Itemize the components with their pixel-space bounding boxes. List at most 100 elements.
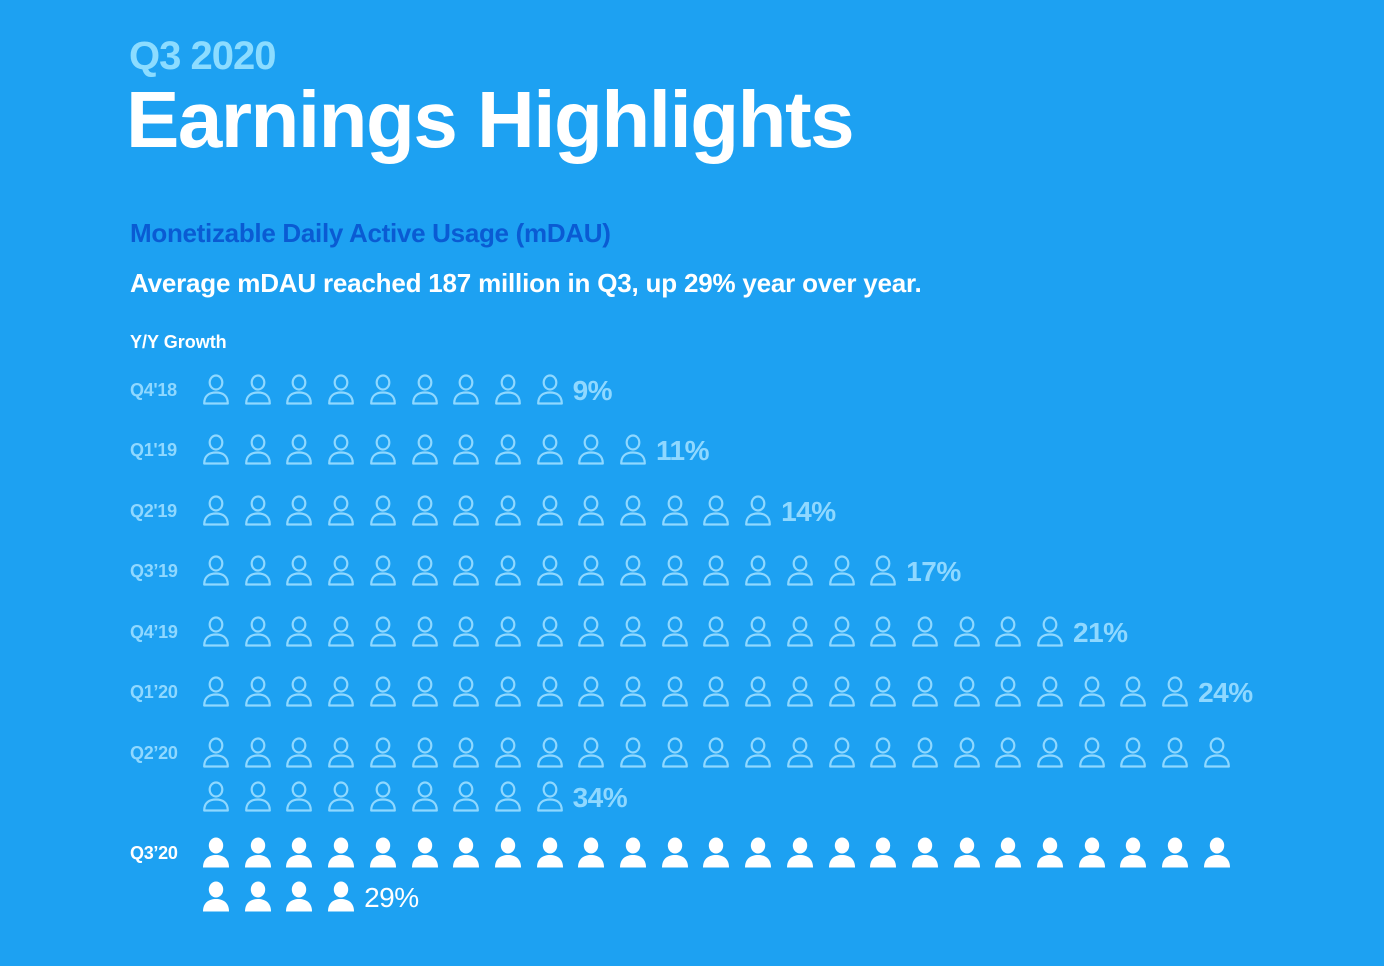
person-outline-icon xyxy=(619,495,647,527)
person-outline-icon xyxy=(1078,676,1106,708)
person-outline-icon xyxy=(619,616,647,648)
person-outline-icon xyxy=(244,676,272,708)
person-outline-icon xyxy=(619,555,647,587)
headline: Average mDAU reached 187 million in Q3, … xyxy=(130,268,922,298)
person-outline-icon xyxy=(536,737,564,769)
person-outline-icon xyxy=(661,676,689,708)
person-outline-icon xyxy=(828,616,856,648)
person-outline-icon xyxy=(828,555,856,587)
person-outline-icon xyxy=(786,555,814,587)
person-outline-icon xyxy=(953,616,981,648)
person-outline-icon xyxy=(369,434,397,466)
person-filled-icon xyxy=(619,837,647,869)
person-filled-icon xyxy=(202,881,230,913)
person-outline-icon xyxy=(536,781,564,813)
person-outline-icon xyxy=(452,434,480,466)
person-outline-icon xyxy=(494,781,522,813)
person-outline-icon xyxy=(494,616,522,648)
person-filled-icon xyxy=(994,837,1022,869)
person-outline-icon xyxy=(327,495,355,527)
person-outline-icon xyxy=(327,555,355,587)
row-label: Q1'19 xyxy=(130,440,177,460)
person-outline-icon xyxy=(869,616,897,648)
person-outline-icon xyxy=(244,555,272,587)
person-outline-icon xyxy=(244,374,272,406)
person-outline-icon xyxy=(285,495,313,527)
person-outline-icon xyxy=(285,555,313,587)
person-outline-icon xyxy=(411,676,439,708)
person-outline-icon xyxy=(536,616,564,648)
person-outline-icon xyxy=(244,434,272,466)
growth-value: 29% xyxy=(364,882,419,913)
person-outline-icon xyxy=(202,676,230,708)
person-outline-icon xyxy=(702,616,730,648)
person-outline-icon xyxy=(536,374,564,406)
person-outline-icon xyxy=(411,737,439,769)
person-outline-icon xyxy=(994,737,1022,769)
person-outline-icon xyxy=(244,781,272,813)
person-filled-icon xyxy=(327,881,355,913)
person-outline-icon xyxy=(202,374,230,406)
person-outline-icon xyxy=(411,616,439,648)
person-outline-icon xyxy=(285,434,313,466)
person-outline-icon xyxy=(702,676,730,708)
person-outline-icon xyxy=(369,781,397,813)
person-outline-icon xyxy=(702,495,730,527)
person-outline-icon xyxy=(244,495,272,527)
person-outline-icon xyxy=(327,676,355,708)
person-outline-icon xyxy=(411,495,439,527)
person-filled-icon xyxy=(786,837,814,869)
growth-value: 17% xyxy=(906,556,961,587)
person-outline-icon xyxy=(369,737,397,769)
person-outline-icon xyxy=(536,555,564,587)
person-filled-icon xyxy=(369,837,397,869)
person-filled-icon xyxy=(1161,837,1189,869)
person-outline-icon xyxy=(911,676,939,708)
person-outline-icon xyxy=(494,737,522,769)
person-filled-icon xyxy=(702,837,730,869)
person-filled-icon xyxy=(911,837,939,869)
person-outline-icon xyxy=(285,737,313,769)
person-filled-icon xyxy=(202,837,230,869)
person-outline-icon xyxy=(202,434,230,466)
section-title: Monetizable Daily Active Usage (mDAU) xyxy=(130,218,611,248)
person-outline-icon xyxy=(577,616,605,648)
person-outline-icon xyxy=(577,676,605,708)
person-outline-icon xyxy=(494,555,522,587)
person-outline-icon xyxy=(202,737,230,769)
person-outline-icon xyxy=(494,434,522,466)
row-label: Q2’20 xyxy=(130,743,178,763)
person-outline-icon xyxy=(577,555,605,587)
person-outline-icon xyxy=(994,676,1022,708)
person-outline-icon xyxy=(1078,737,1106,769)
person-outline-icon xyxy=(1036,616,1064,648)
person-outline-icon xyxy=(327,434,355,466)
person-filled-icon xyxy=(285,881,313,913)
person-outline-icon xyxy=(661,495,689,527)
person-outline-icon xyxy=(285,374,313,406)
person-outline-icon xyxy=(1161,737,1189,769)
person-outline-icon xyxy=(661,737,689,769)
person-outline-icon xyxy=(452,495,480,527)
person-filled-icon xyxy=(828,837,856,869)
person-filled-icon xyxy=(577,837,605,869)
growth-axis-label: Y/Y Growth xyxy=(130,332,227,352)
person-outline-icon xyxy=(953,737,981,769)
person-outline-icon xyxy=(1036,676,1064,708)
person-outline-icon xyxy=(369,676,397,708)
person-outline-icon xyxy=(411,781,439,813)
person-outline-icon xyxy=(619,737,647,769)
person-outline-icon xyxy=(702,555,730,587)
person-outline-icon xyxy=(411,555,439,587)
growth-value: 24% xyxy=(1198,677,1253,708)
person-outline-icon xyxy=(1119,737,1147,769)
person-outline-icon xyxy=(1203,737,1231,769)
person-outline-icon xyxy=(619,676,647,708)
person-outline-icon xyxy=(369,616,397,648)
row-label: Q3’19 xyxy=(130,561,178,581)
person-outline-icon xyxy=(619,434,647,466)
growth-value: 14% xyxy=(781,496,836,527)
person-outline-icon xyxy=(744,495,772,527)
person-filled-icon xyxy=(244,837,272,869)
person-outline-icon xyxy=(577,737,605,769)
